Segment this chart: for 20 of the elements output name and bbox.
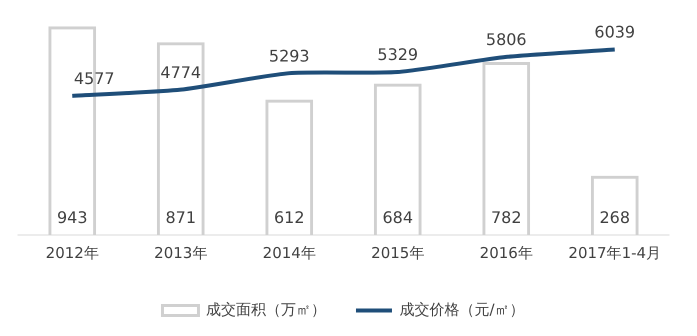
x-tick-label: 2016年 [480,244,533,262]
data-label: 782 [490,208,522,228]
legend-label: 成交面积（万㎡） [206,300,326,318]
data-label: 943 [56,208,88,228]
data-label: 612 [274,208,305,228]
data-label: 4774 [160,62,202,82]
data-label: 871 [165,208,196,228]
x-tick-label: 2012年 [46,244,99,262]
data-label: 5806 [486,30,527,50]
data-label: 4577 [74,69,115,88]
data-label: 5329 [377,45,418,64]
data-label: 6039 [594,22,636,42]
x-tick-label: 2013年 [154,244,208,262]
data-label: 268 [599,208,630,228]
data-label: 5293 [268,46,310,66]
x-tick-label: 2014年 [262,244,316,262]
x-tick-label: 2017年1-4月 [568,244,662,262]
x-tick-label: 2015年 [371,244,424,262]
legend-label: 成交价格（元/㎡） [399,300,525,318]
data-label: 684 [382,208,414,228]
